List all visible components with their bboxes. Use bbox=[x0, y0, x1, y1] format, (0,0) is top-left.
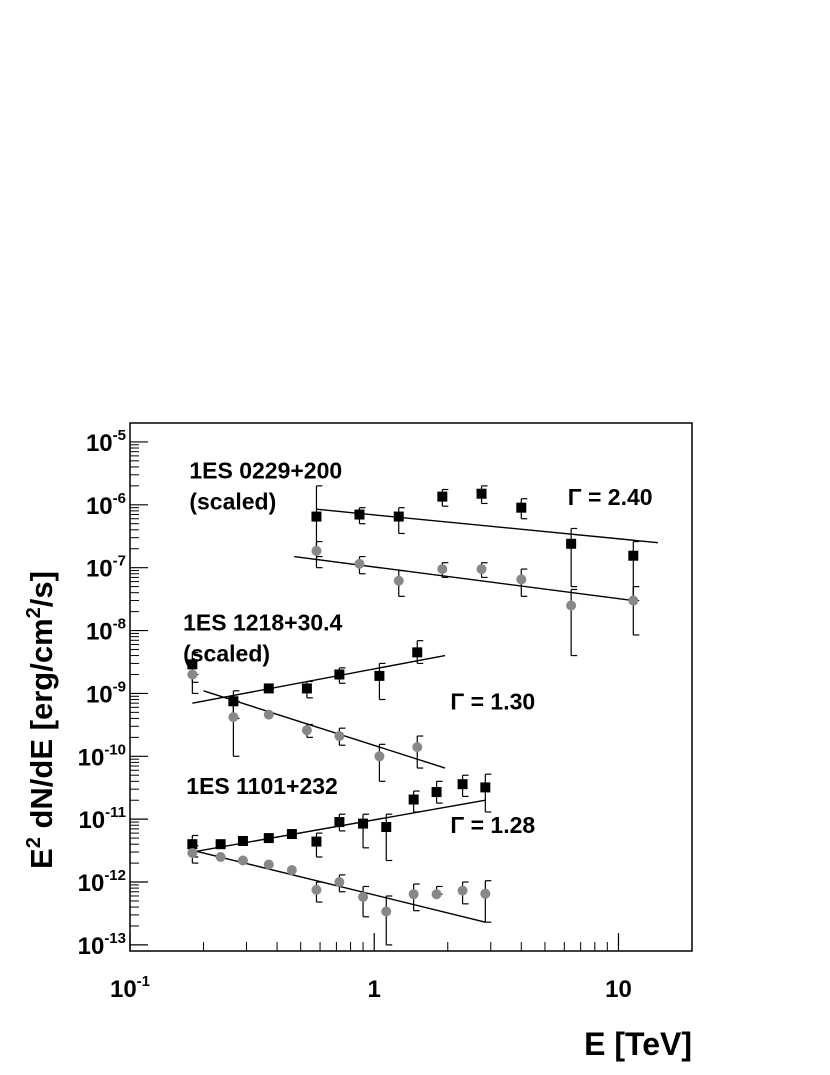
square-marker bbox=[354, 509, 365, 520]
y-tick-label: 10-12 bbox=[78, 867, 126, 897]
square-marker bbox=[311, 511, 322, 522]
circle-marker bbox=[566, 600, 577, 611]
circle-marker bbox=[187, 669, 198, 680]
x-axis-label: E [TeV] bbox=[584, 1026, 692, 1062]
circle-marker bbox=[457, 885, 468, 896]
square-marker bbox=[286, 829, 297, 840]
square-marker bbox=[187, 839, 198, 850]
circle-marker bbox=[374, 751, 385, 762]
y-axis-label: E2 dN/dE [erg/cm2/s] bbox=[23, 571, 59, 869]
gamma-1218-line: Γ = 1.30 bbox=[450, 689, 535, 715]
label-1218-line: 1ES 1218+30.4 bbox=[183, 610, 342, 636]
y-tick-label: 10-11 bbox=[78, 804, 126, 834]
circle-marker bbox=[263, 859, 274, 870]
square-marker bbox=[187, 659, 198, 670]
circle-marker bbox=[354, 558, 365, 569]
circle-marker bbox=[412, 742, 423, 753]
square-marker bbox=[393, 511, 404, 522]
square-marker bbox=[516, 502, 527, 513]
y-tick-label: 10-13 bbox=[78, 930, 126, 960]
fit-line bbox=[203, 690, 446, 769]
circle-marker bbox=[476, 564, 487, 575]
circle-marker bbox=[334, 731, 345, 742]
y-tick-label: 10-10 bbox=[78, 741, 126, 771]
circle-marker bbox=[437, 564, 448, 575]
x-tick-label: 10 bbox=[605, 976, 632, 1003]
circle-marker bbox=[628, 595, 639, 606]
circle-marker bbox=[215, 852, 226, 863]
circle-marker bbox=[263, 709, 274, 720]
circle-marker bbox=[228, 712, 239, 723]
circle-marker bbox=[311, 884, 322, 895]
square-marker bbox=[408, 794, 419, 805]
square-marker bbox=[263, 683, 274, 694]
y-tick-label: 10-9 bbox=[86, 678, 126, 708]
circle-marker bbox=[480, 888, 491, 899]
square-marker bbox=[566, 538, 577, 549]
square-marker bbox=[228, 696, 239, 707]
square-marker bbox=[381, 822, 392, 833]
data-points-layer bbox=[187, 488, 639, 917]
fit-lines-layer bbox=[192, 508, 658, 923]
y-tick-label: 10-7 bbox=[86, 553, 126, 583]
fit-line bbox=[316, 508, 658, 544]
square-marker bbox=[437, 491, 448, 502]
axes-layer: 10-1310-1210-1110-1010-910-810-710-610-5… bbox=[78, 422, 693, 1003]
square-marker bbox=[215, 839, 226, 850]
circle-marker bbox=[311, 545, 322, 556]
square-marker bbox=[374, 670, 385, 681]
y-tick-label: 10-6 bbox=[86, 490, 126, 520]
square-marker bbox=[301, 683, 312, 694]
label-0229-line: 1ES 0229+200 bbox=[189, 458, 342, 484]
error-bars-layer bbox=[191, 485, 640, 946]
square-marker bbox=[237, 835, 248, 846]
label-1101-line: 1ES 1101+232 bbox=[186, 773, 338, 799]
square-marker bbox=[480, 782, 491, 793]
square-marker bbox=[358, 818, 369, 829]
square-marker bbox=[476, 488, 487, 499]
square-marker bbox=[263, 833, 274, 844]
square-marker bbox=[457, 779, 468, 790]
circle-marker bbox=[431, 889, 442, 900]
x-tick-label: 10-1 bbox=[110, 973, 150, 1003]
circle-marker bbox=[516, 574, 527, 585]
square-marker bbox=[334, 669, 345, 680]
circle-marker bbox=[301, 725, 312, 736]
circle-marker bbox=[286, 865, 297, 876]
circle-marker bbox=[408, 889, 419, 900]
square-marker bbox=[311, 836, 322, 847]
gamma-0229-line: Γ = 2.40 bbox=[568, 484, 653, 510]
y-tick-label: 10-5 bbox=[86, 427, 126, 457]
annotations-layer: 1ES 0229+200 (scaled) 1ES 1218+30.4 (scaled… bbox=[183, 458, 652, 838]
circle-marker bbox=[237, 855, 248, 866]
square-marker bbox=[334, 817, 345, 828]
label-0229-line: (scaled) bbox=[189, 489, 276, 515]
circle-marker bbox=[187, 847, 198, 858]
circle-marker bbox=[358, 891, 369, 902]
square-marker bbox=[431, 787, 442, 798]
x-tick-label: 1 bbox=[368, 976, 381, 1003]
circle-marker bbox=[393, 575, 404, 586]
plot-frame bbox=[129, 422, 693, 952]
circle-marker bbox=[381, 906, 392, 917]
square-marker bbox=[412, 647, 423, 658]
circle-marker bbox=[334, 877, 345, 888]
fit-line bbox=[294, 555, 634, 602]
square-marker bbox=[628, 550, 639, 561]
y-tick-label: 10-8 bbox=[86, 616, 126, 646]
gamma-1101-line: Γ = 1.28 bbox=[450, 812, 535, 838]
fit-line bbox=[192, 654, 446, 704]
label-1218-line: (scaled) bbox=[183, 641, 270, 667]
